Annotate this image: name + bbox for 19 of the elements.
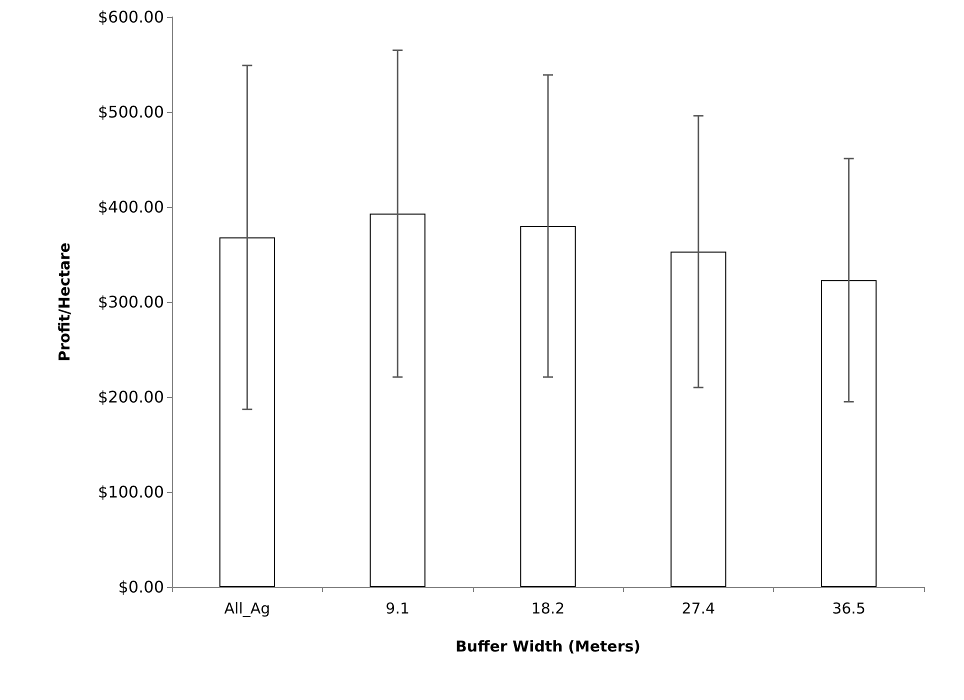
x-axis-title: Buffer Width (Meters) (455, 638, 641, 656)
x-tick-label: 36.5 (832, 600, 866, 618)
y-tick-label: $200.00 (98, 388, 164, 406)
bar (370, 214, 426, 587)
y-tick-label: $300.00 (98, 292, 164, 312)
y-tick-label: $0.00 (118, 578, 164, 596)
bar (219, 237, 276, 587)
y-tick-label: $100.00 (98, 482, 164, 502)
x-tick-label: 27.4 (682, 600, 716, 618)
bar (520, 226, 576, 587)
bar (670, 252, 726, 587)
x-tick-label: All_Ag (224, 600, 270, 618)
y-tick-label: $400.00 (98, 198, 164, 216)
x-tick-label: 18.2 (531, 600, 565, 618)
y-axis-title: Profit/Hectare (56, 242, 74, 362)
x-tick-label: 9.1 (386, 600, 410, 618)
y-tick-label: $500.00 (98, 102, 164, 122)
bar (820, 280, 877, 587)
y-tick-label: $600.00 (98, 8, 164, 26)
